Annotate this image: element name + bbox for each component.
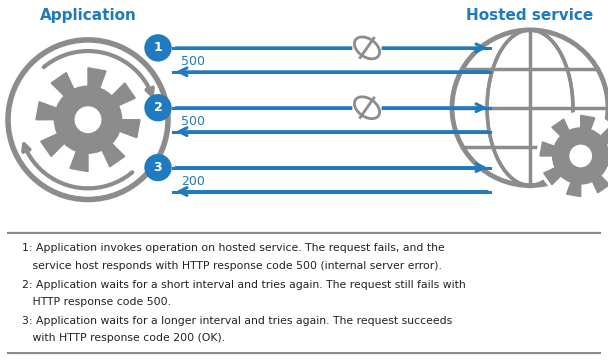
Polygon shape — [70, 151, 88, 171]
Polygon shape — [581, 116, 595, 130]
Text: 3: Application waits for a longer interval and tries again. The request succeeds: 3: Application waits for a longer interv… — [22, 316, 452, 326]
Text: with HTTP response code 200 (OK).: with HTTP response code 200 (OK). — [22, 333, 225, 343]
Circle shape — [145, 35, 171, 61]
Circle shape — [145, 95, 171, 121]
Circle shape — [353, 34, 381, 62]
Text: Hosted service: Hosted service — [466, 8, 593, 23]
Circle shape — [537, 113, 608, 199]
Text: 1: 1 — [154, 42, 162, 55]
Polygon shape — [36, 102, 57, 120]
Text: 3: 3 — [154, 161, 162, 174]
Text: 200: 200 — [181, 174, 205, 187]
Polygon shape — [540, 142, 554, 156]
Circle shape — [54, 86, 122, 153]
Polygon shape — [601, 127, 608, 144]
Polygon shape — [88, 68, 106, 88]
Polygon shape — [102, 143, 125, 167]
Circle shape — [75, 107, 101, 132]
Circle shape — [145, 155, 171, 180]
Text: 500: 500 — [181, 115, 205, 128]
Polygon shape — [51, 73, 74, 96]
Polygon shape — [552, 119, 569, 136]
Text: 500: 500 — [181, 55, 205, 68]
Text: HTTP response code 500.: HTTP response code 500. — [22, 297, 171, 307]
Circle shape — [553, 128, 608, 184]
Text: 2: Application waits for a short interval and tries again. The request still fai: 2: Application waits for a short interva… — [22, 279, 466, 290]
Polygon shape — [607, 156, 608, 170]
Circle shape — [353, 94, 381, 122]
Polygon shape — [41, 134, 64, 156]
Polygon shape — [112, 83, 135, 106]
Circle shape — [570, 145, 592, 167]
Polygon shape — [592, 176, 608, 193]
Text: 2: 2 — [154, 101, 162, 114]
Text: service host responds with HTTP response code 500 (internal server error).: service host responds with HTTP response… — [22, 261, 442, 271]
Polygon shape — [120, 120, 140, 138]
Text: 1: Application invokes operation on hosted service. The request fails, and the: 1: Application invokes operation on host… — [22, 243, 445, 253]
Polygon shape — [544, 168, 561, 185]
Polygon shape — [567, 182, 581, 197]
Text: Application: Application — [40, 8, 136, 23]
FancyBboxPatch shape — [0, 233, 608, 353]
